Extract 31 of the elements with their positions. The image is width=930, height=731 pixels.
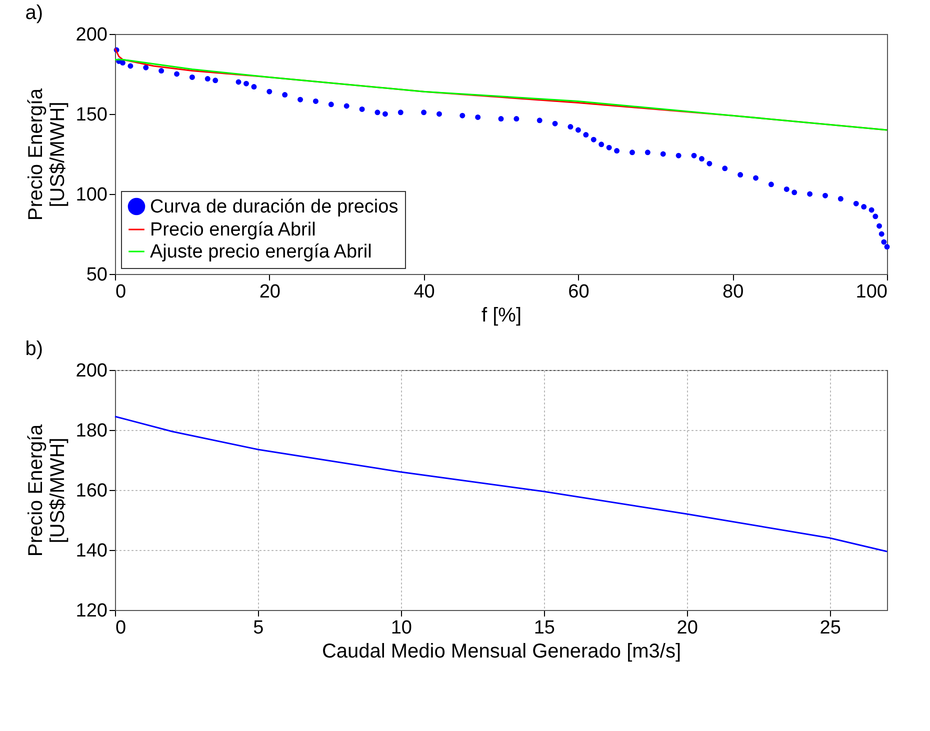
y-tick-label: 200 <box>76 360 108 382</box>
x-tick-label: 100 <box>856 282 888 302</box>
x-tick-label: 80 <box>722 282 744 302</box>
y-tick-label: 140 <box>76 540 108 562</box>
x-tick-label: 40 <box>414 282 435 302</box>
y-tick-label: 50 <box>86 264 108 286</box>
y-tick-label: 180 <box>76 420 108 442</box>
y-axis-title: Precio Energía [US$/MWH] <box>24 423 69 557</box>
x-tick-label: 0 <box>116 618 126 638</box>
y-axis-title: Precio Energía [US$/MWH] <box>24 87 69 221</box>
chart-title: a) <box>25 2 44 24</box>
legend-label: Curva de duración de precios <box>150 196 398 218</box>
line-series <box>114 416 888 552</box>
x-tick-label: 20 <box>259 282 280 302</box>
y-tick-label: 200 <box>76 24 108 46</box>
y-tick-label: 120 <box>76 600 108 622</box>
legend-label: Precio energía Abril <box>150 220 316 240</box>
chart-title: b) <box>25 338 44 360</box>
y-tick-label: 150 <box>76 104 108 126</box>
y-tick-label: 100 <box>76 184 108 206</box>
x-tick-label: 25 <box>820 618 841 638</box>
legend-label: Ajuste precio energía Abril <box>150 242 372 262</box>
x-tick-label: 10 <box>390 618 412 638</box>
x-tick-label: 5 <box>253 618 264 638</box>
x-tick-label: 15 <box>534 618 555 638</box>
y-tick-label: 160 <box>76 480 108 502</box>
x-tick-label: 0 <box>116 282 126 302</box>
x-tick-label: 20 <box>676 618 698 638</box>
x-tick-label: 60 <box>568 282 590 302</box>
x-axis-title: f [%] <box>481 304 522 326</box>
x-axis-title: Caudal Medio Mensual Generado [m3/s] <box>322 640 682 662</box>
